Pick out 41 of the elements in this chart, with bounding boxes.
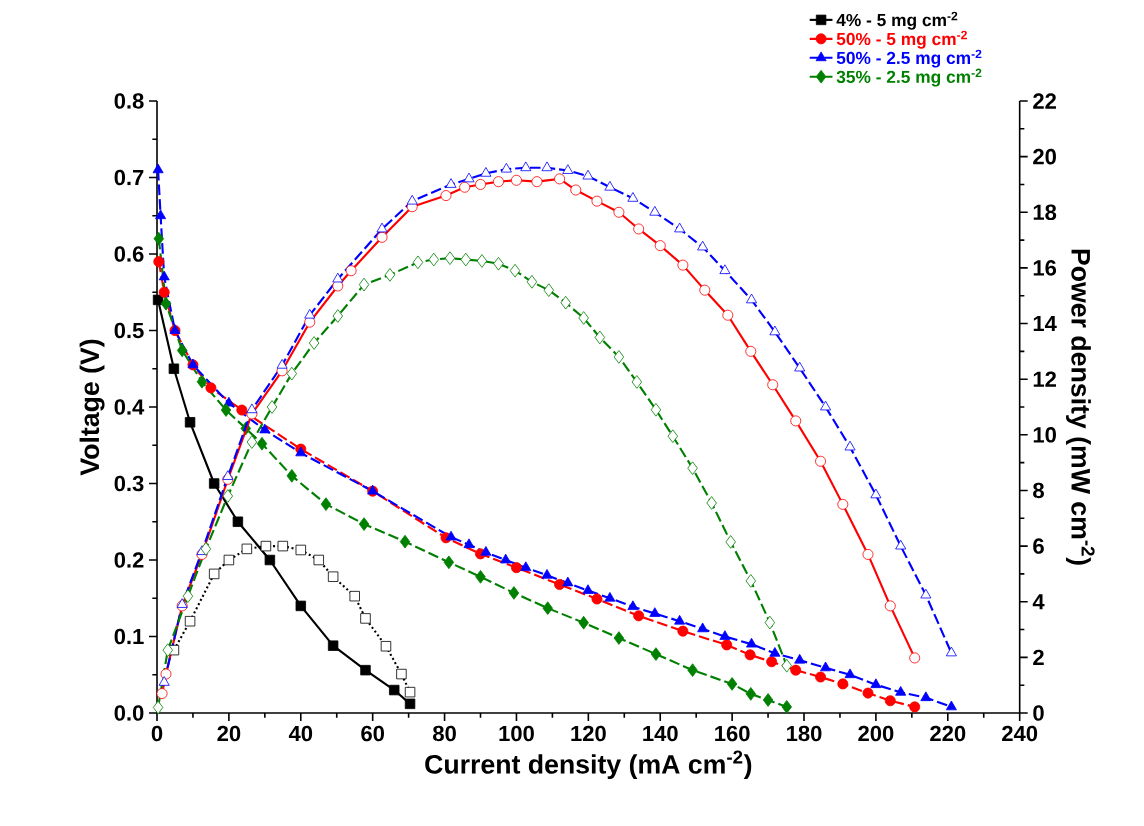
y-tick-label: 0.6 (114, 246, 144, 262)
legend-label: 50% - 2.5 mg cm$^{-2}$ (836, 49, 982, 68)
y2-tick-label: 22 (1033, 93, 1056, 109)
x-tick-label: 60 (361, 725, 385, 742)
x-tick-label: 160 (715, 725, 750, 742)
y-tick-label: 0.7 (114, 169, 144, 186)
x-tick-label: 20 (217, 725, 241, 742)
x-tick-label: 80 (433, 725, 456, 742)
x-tick-label: 0 (151, 725, 163, 742)
y2-tick-label: 0 (1033, 705, 1044, 721)
y2-axis-title: Power density (mW cm$^{-2}$) (1066, 249, 1095, 565)
y-tick-label: 0.8 (114, 93, 144, 109)
y-tick-label: 0.3 (114, 475, 144, 492)
legend-label: 4% - 5 mg cm$^{-2}$ (836, 11, 958, 30)
x-axis-title: Current density (mA cm$^{-2}$) (425, 750, 752, 780)
x-tick-label: 220 (930, 725, 966, 742)
y2-tick-label: 20 (1033, 148, 1056, 165)
x-tick-label: 180 (787, 725, 822, 742)
x-tick-label: 140 (643, 725, 678, 742)
x-tick-label: 240 (1002, 725, 1038, 742)
y2-tick-label: 6 (1033, 538, 1044, 554)
y2-tick-label: 4 (1032, 594, 1045, 610)
y2-tick-label: 2 (1033, 649, 1044, 666)
x-tick-label: 120 (571, 725, 606, 742)
legend-label: 35% - 2.5 mg cm$^{-2}$ (836, 68, 982, 87)
legend-label: 50% - 5 mg cm$^{-2}$ (836, 30, 967, 49)
y2-tick-label: 18 (1033, 204, 1057, 221)
y-tick-label: 0.1 (114, 628, 144, 645)
y-tick-label: 0.0 (114, 705, 144, 721)
y-tick-label: 0.5 (114, 322, 144, 339)
y2-tick-label: 14 (1033, 315, 1057, 332)
y-axis-title: Voltage (V) (79, 339, 105, 476)
y2-tick-label: 10 (1033, 427, 1056, 443)
y-tick-label: 0.4 (114, 399, 145, 415)
y2-tick-label: 16 (1033, 260, 1057, 276)
y-tick-label: 0.2 (114, 552, 144, 568)
x-tick-label: 100 (499, 725, 534, 742)
x-tick-label: 40 (288, 725, 313, 742)
y2-tick-label: 8 (1033, 482, 1044, 499)
x-tick-label: 200 (858, 725, 894, 742)
y2-tick-label: 12 (1033, 371, 1056, 387)
